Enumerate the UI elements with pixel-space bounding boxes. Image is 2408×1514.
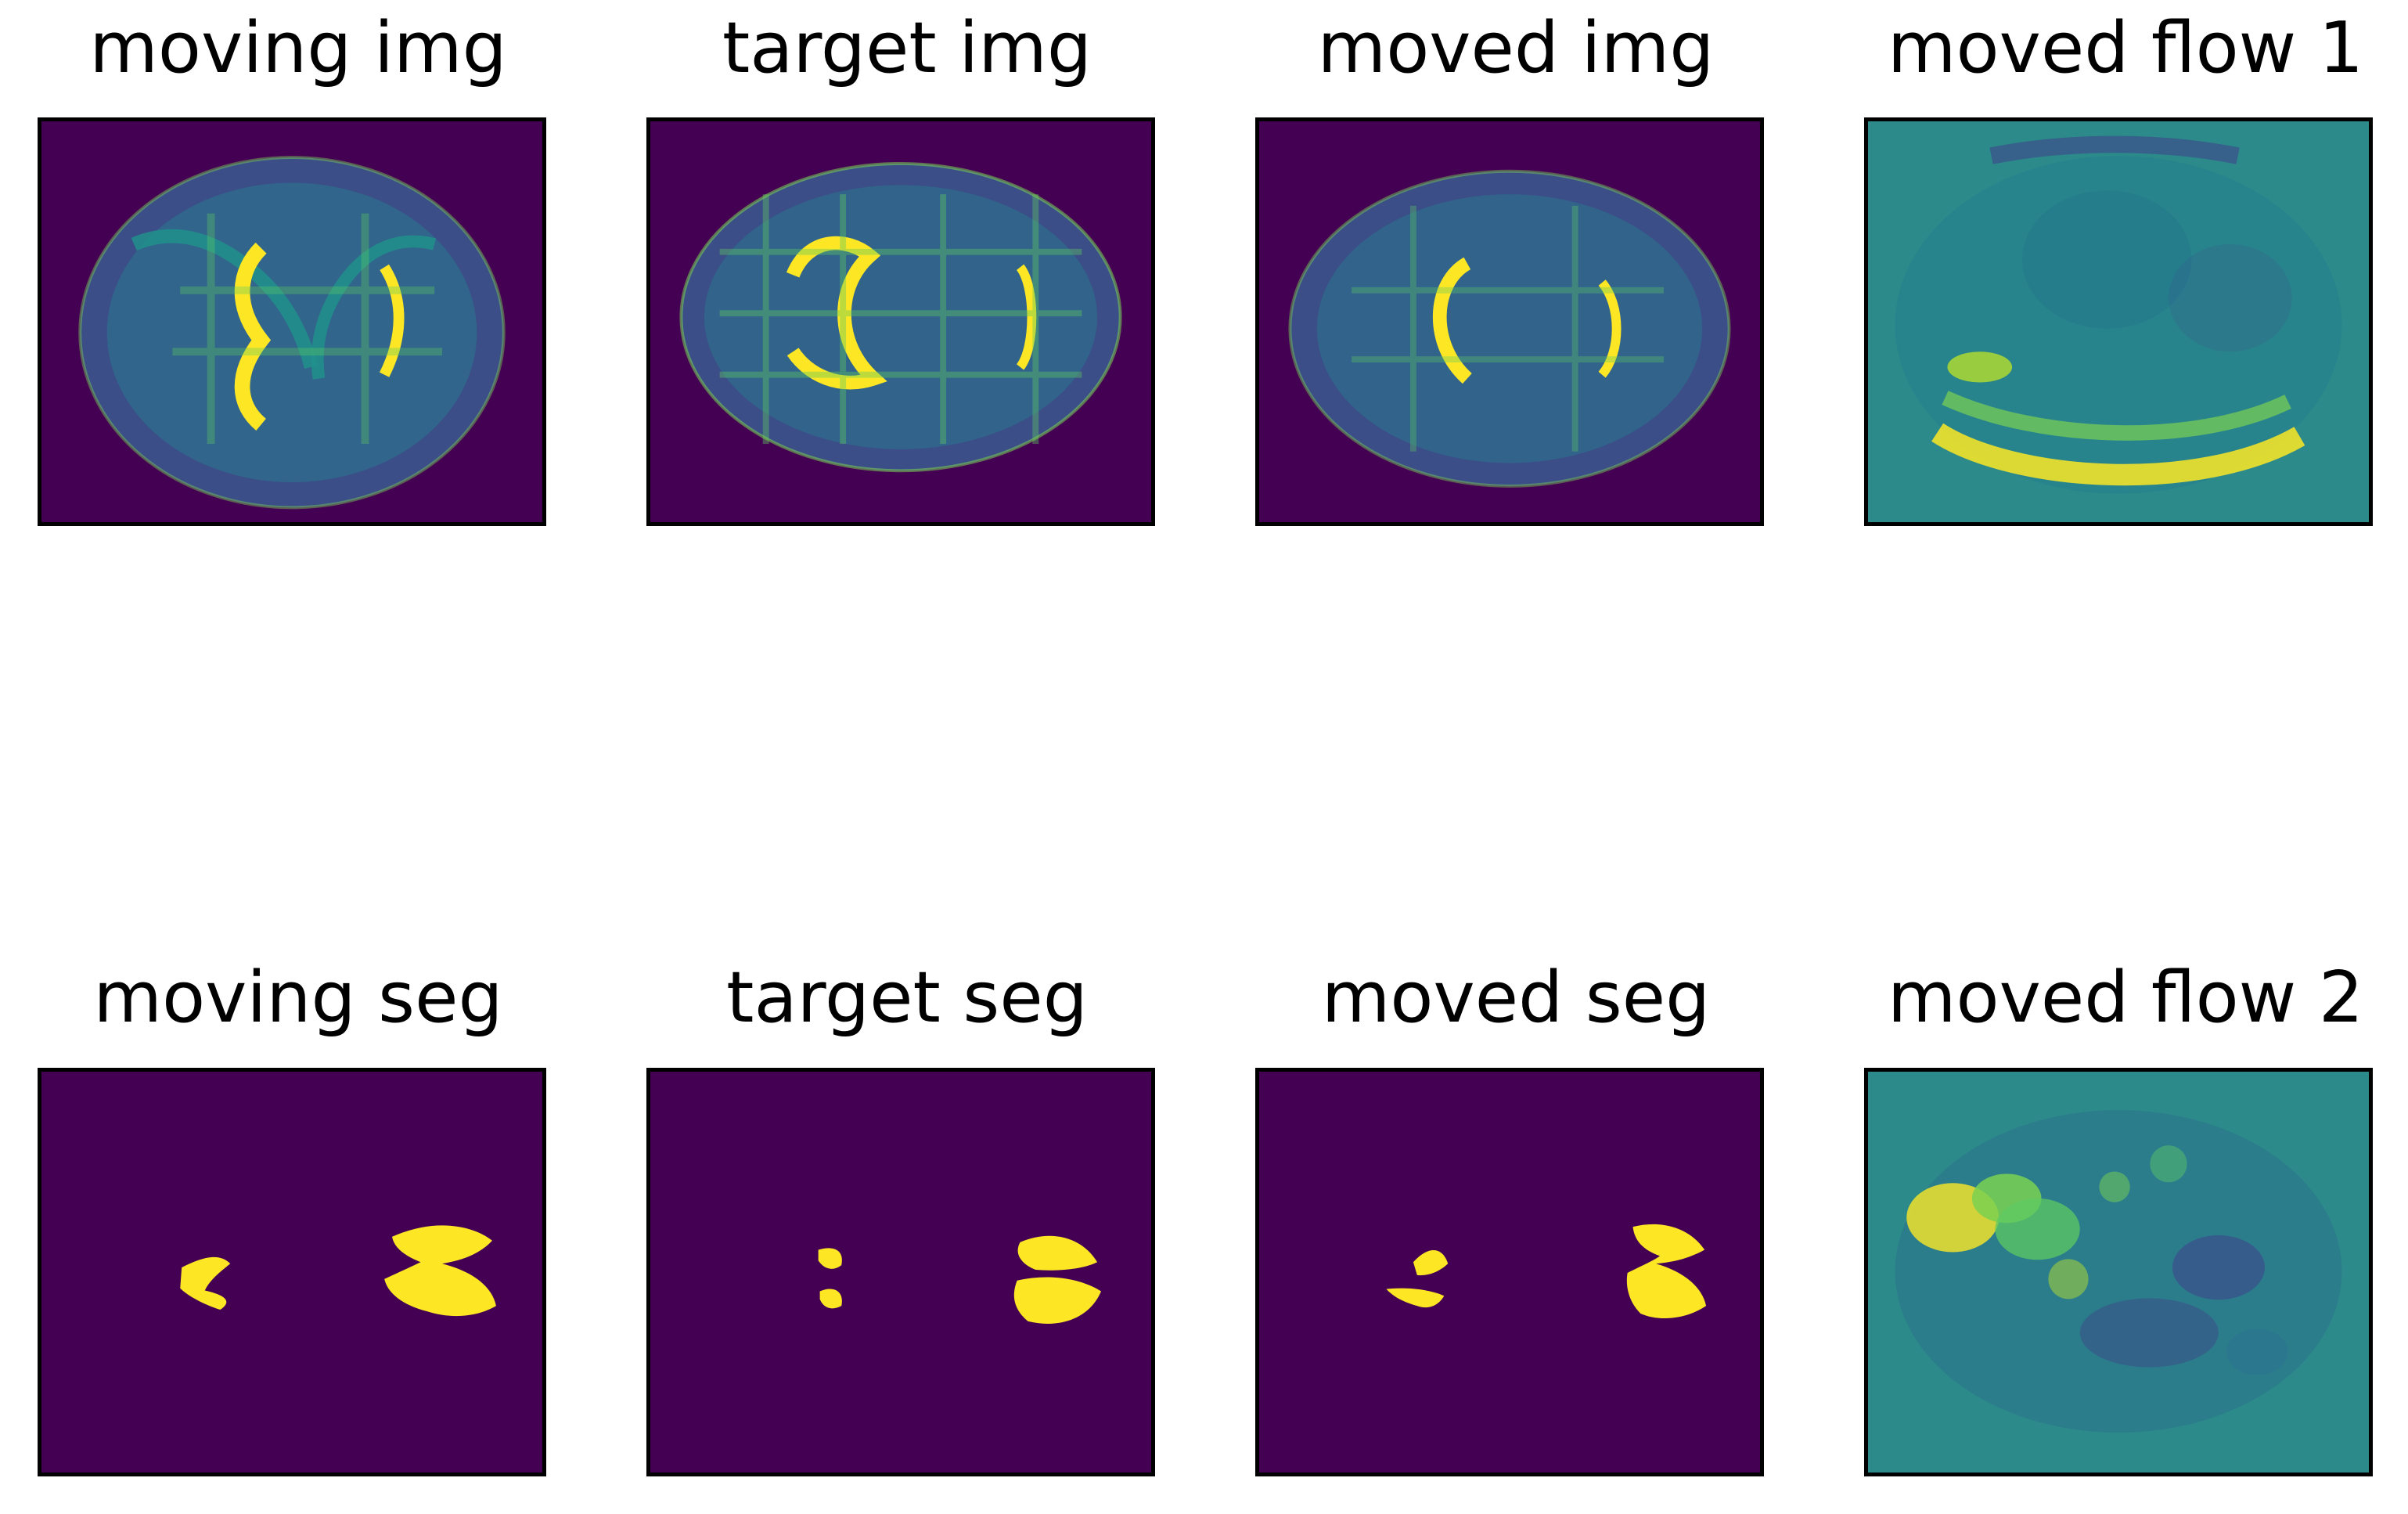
panel-title-moving-img: moving img [89,7,507,89]
panel-title-target-img: target img [722,7,1092,89]
moving-seg-graphic [41,1072,542,1473]
moved-img-panel [1255,117,1764,526]
moved-img-graphic [1259,121,1760,522]
panel-title-target-seg: target seg [726,957,1088,1039]
target-seg-graphic [650,1072,1151,1473]
moving-img-graphic [41,121,542,522]
target-seg-panel [646,1068,1155,1476]
panel-title-moved-flow-2: moved flow 2 [1887,957,2364,1039]
panel-title-moved-seg: moved seg [1321,957,1711,1039]
moved-flow-1-graphic [1868,121,2369,522]
moved-flow-2-graphic [1868,1072,2369,1473]
panel-title-moved-img: moved img [1317,7,1715,89]
moved-seg-graphic [1259,1072,1760,1473]
target-img-panel [646,117,1155,526]
target-img-graphic [650,121,1151,522]
moved-seg-panel [1255,1068,1764,1476]
moving-seg-panel [38,1068,546,1476]
moving-img-panel [38,117,546,526]
panel-title-moving-seg: moving seg [93,957,503,1039]
moved-flow-2-panel [1864,1068,2373,1476]
panel-title-moved-flow-1: moved flow 1 [1887,7,2364,89]
moved-flow-1-panel [1864,117,2373,526]
